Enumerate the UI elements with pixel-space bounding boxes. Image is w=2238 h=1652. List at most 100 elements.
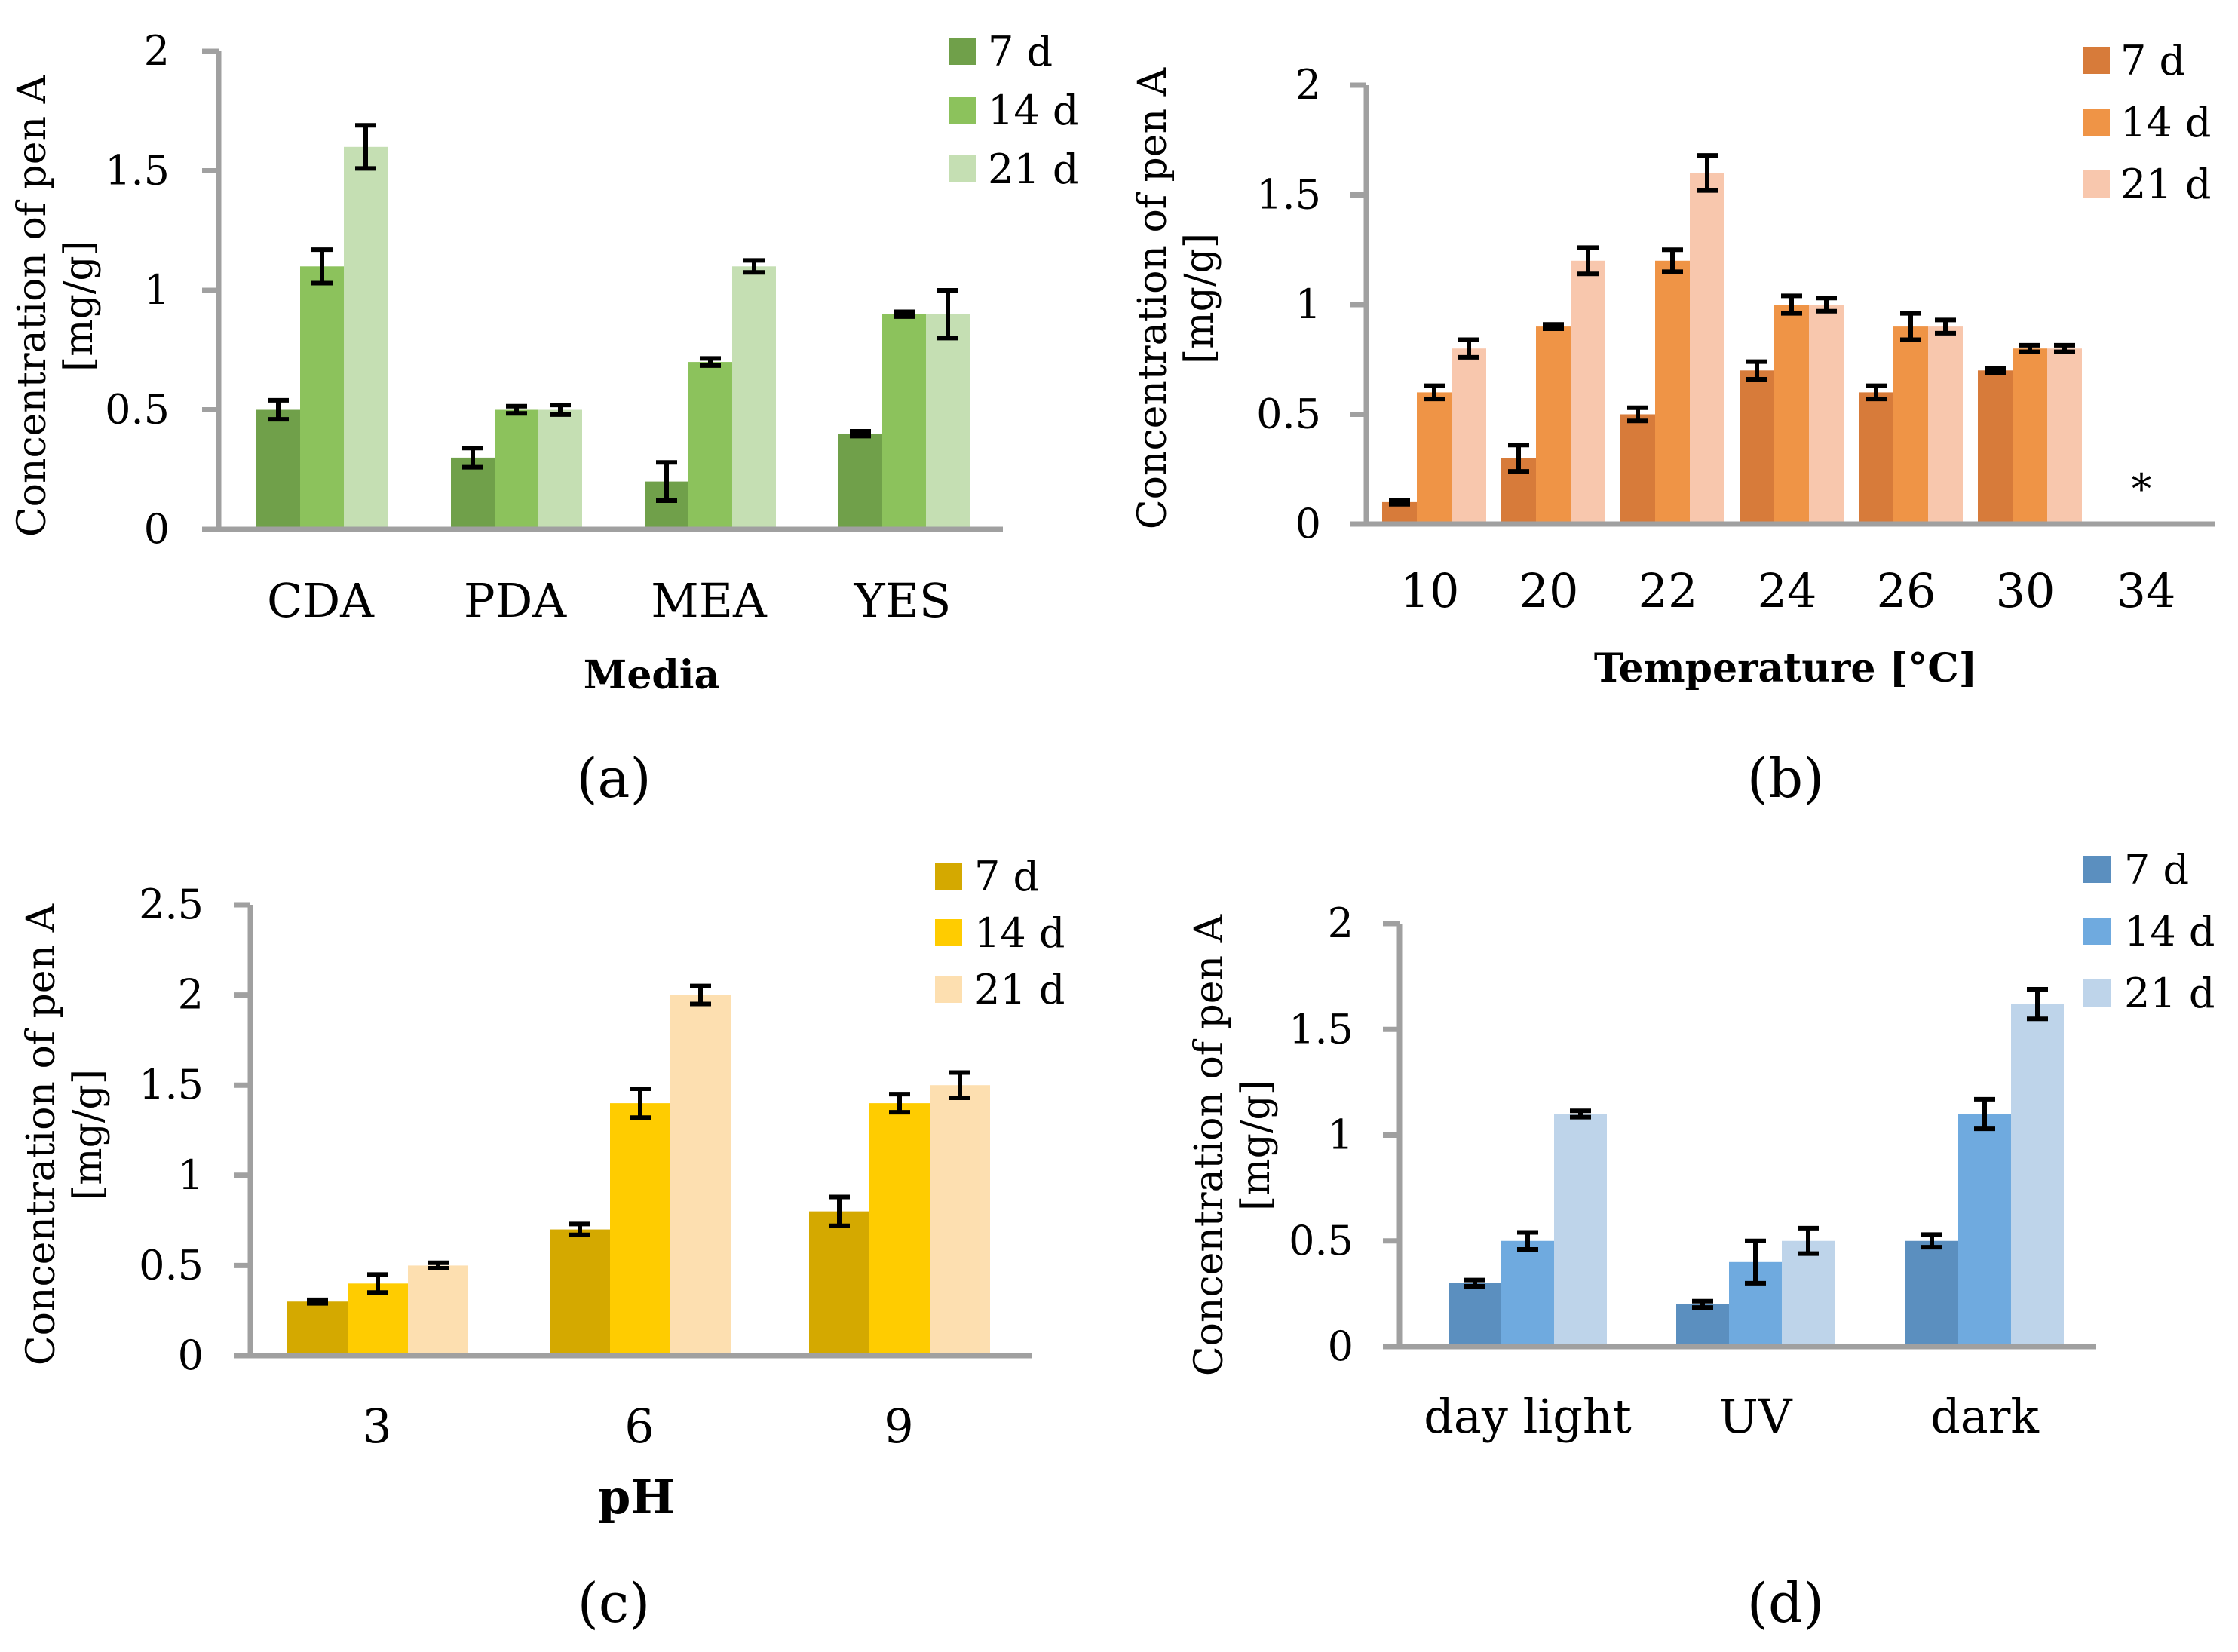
error-bar [894, 309, 915, 319]
y-axis-label-line1: Concentration of pen A [10, 74, 55, 537]
legend-swatch [949, 155, 976, 182]
error-bar [311, 247, 333, 286]
y-tick-label: 0 [178, 1332, 204, 1379]
bar [1928, 326, 1963, 524]
legend: 7 d 14 d 21 d [949, 28, 1078, 193]
legend-label: 14 d [974, 909, 1065, 957]
x-tick-label: YES [854, 573, 952, 628]
y-tick-label: 0 [1295, 500, 1321, 547]
error-bar [743, 258, 765, 275]
error-bar [1692, 1298, 1713, 1310]
bar [550, 1229, 610, 1356]
y-tick-label: 0.5 [105, 386, 170, 434]
error-bar [937, 288, 958, 341]
panel-a: Concentration of pen A [mg/g] 0 0.5 1 1.5 2 C… [10, 27, 1078, 810]
x-tick-label: UV [1718, 1389, 1792, 1444]
plot-area: 0 0.5 1 1.5 2 CDA PDA MEA YES 7 d 14 d 21 d [105, 27, 1078, 628]
panel-label: (c) [578, 1571, 651, 1635]
x-tick-label: PDA [464, 573, 567, 628]
error-bar [700, 356, 721, 368]
error-bar [1517, 1230, 1538, 1252]
y-axis-label-line1: Concentration of pen A [1130, 66, 1176, 529]
error-bar [1570, 1108, 1591, 1120]
error-bar [2054, 342, 2075, 354]
y-tick-label: 0 [144, 505, 170, 553]
x-tick-label: 24 [1758, 563, 1817, 618]
error-bar [1577, 245, 1599, 277]
bar [1978, 370, 2013, 524]
legend-swatch [949, 38, 976, 65]
bar [1690, 173, 1724, 524]
y-axis-label-line2: [mg/g] [1234, 1080, 1279, 1211]
bar [1774, 305, 1809, 524]
error-bar [829, 1194, 850, 1228]
legend-swatch [2083, 47, 2110, 74]
bar [732, 266, 776, 529]
bar [926, 314, 970, 529]
y-axis-label-line2: [mg/g] [57, 241, 102, 372]
legend-label: 14 d [2120, 99, 2211, 146]
x-tick-label: CDA [267, 573, 375, 628]
error-bar [1798, 1225, 1819, 1256]
y-tick-label: 2.5 [139, 881, 204, 928]
bar [1893, 326, 1928, 524]
x-axis-label: Media [584, 652, 719, 698]
x-tick-label: 34 [2117, 563, 2176, 618]
x-tick-label: dark [1930, 1389, 2039, 1444]
x-tick-label: 26 [1877, 563, 1936, 618]
bar [2011, 1004, 2064, 1347]
legend-label: 14 d [2124, 908, 2215, 955]
bar [1905, 1240, 1958, 1347]
legend-label: 21 d [2120, 161, 2211, 208]
y-tick-label: 2 [178, 971, 204, 1019]
error-bar [1543, 322, 1564, 332]
error-bar [1921, 1232, 1942, 1250]
bar [838, 434, 882, 529]
error-bar [630, 1086, 651, 1120]
error-bar [428, 1260, 449, 1270]
legend-label: 14 d [988, 87, 1078, 134]
legend-swatch [935, 976, 962, 1003]
x-tick-label: day light [1424, 1389, 1632, 1444]
legend-swatch [949, 97, 976, 124]
error-bar [1458, 337, 1479, 360]
bar [348, 1283, 408, 1356]
y-axis-label-line2: [mg/g] [1177, 233, 1222, 364]
error-bar [268, 397, 289, 422]
bar [930, 1085, 990, 1356]
bar [882, 314, 926, 529]
bar [1571, 260, 1605, 524]
legend-label: 7 d [2124, 846, 2189, 893]
x-axis-label: pH [598, 1470, 675, 1525]
error-bar [1627, 405, 1648, 424]
annotation-asterisk: * [2132, 465, 2152, 513]
error-bar [506, 403, 527, 416]
error-bar [1985, 366, 2006, 375]
error-bar [550, 403, 571, 417]
legend-swatch [935, 863, 962, 890]
bar [610, 1103, 670, 1356]
error-bar [307, 1297, 328, 1306]
bar [344, 146, 388, 530]
bar [2047, 348, 2082, 524]
y-tick-label: 0.5 [1256, 391, 1321, 438]
legend: 7 d 14 d 21 d [935, 853, 1065, 1013]
error-bar [2019, 342, 2040, 354]
bar [1655, 260, 1690, 524]
error-bar [355, 123, 376, 171]
error-bar [1662, 247, 1683, 274]
legend-swatch [2083, 170, 2110, 198]
x-tick-label: 3 [362, 1399, 391, 1454]
y-tick-label: 1 [144, 266, 170, 314]
error-bar [1781, 293, 1802, 316]
bar [1859, 392, 1893, 524]
error-bar [462, 446, 483, 470]
x-axis-label: Temperature [°C] [1594, 645, 1977, 691]
bar [1501, 1240, 1554, 1347]
legend-label: 7 d [988, 28, 1053, 75]
legend-label: 7 d [2120, 37, 2185, 84]
error-bar [1935, 317, 1956, 336]
error-bar [569, 1221, 590, 1237]
error-bar [1508, 443, 1529, 474]
